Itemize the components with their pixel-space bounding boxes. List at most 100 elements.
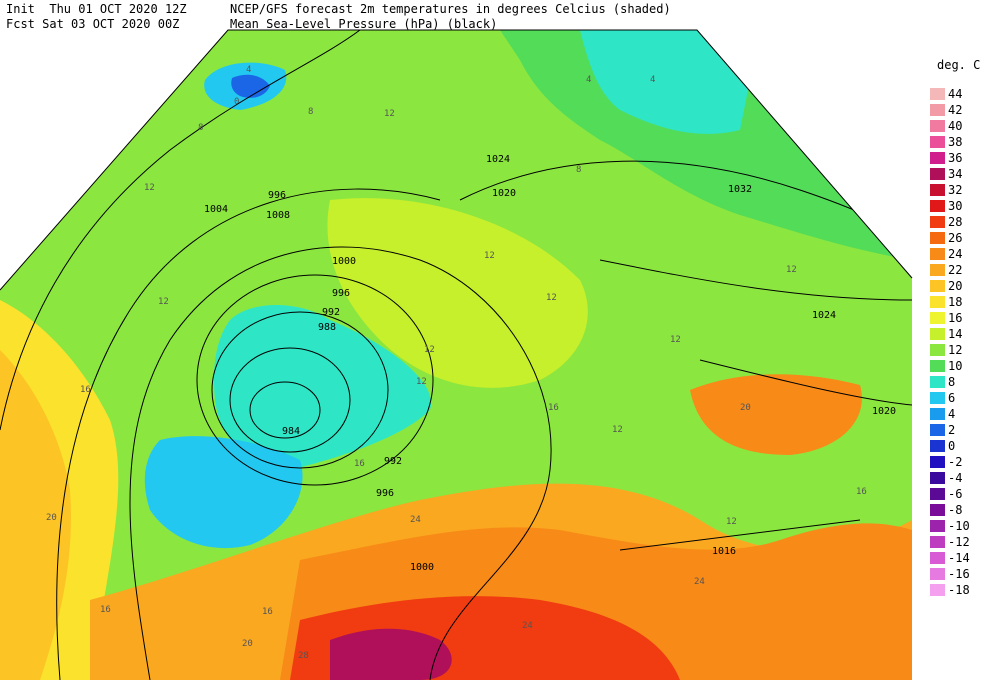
temp-label: 12 [384, 109, 395, 119]
header-description: NCEP/GFS forecast 2m temperatures in deg… [230, 2, 671, 32]
legend-label: 12 [948, 343, 963, 357]
legend-entry: 42 [930, 102, 1000, 118]
legend-entry: 16 [930, 310, 1000, 326]
legend-swatch [930, 408, 945, 420]
temp-label: 12 [416, 377, 427, 387]
legend-swatch [930, 520, 945, 532]
legend-label: -4 [948, 471, 963, 485]
legend-swatch [930, 488, 945, 500]
legend-entry: 2 [930, 422, 1000, 438]
legend-swatch [930, 472, 945, 484]
legend-label: -12 [948, 535, 970, 549]
legend-entry: 26 [930, 230, 1000, 246]
temp-label: 24 [410, 515, 421, 525]
legend-swatch [930, 152, 945, 164]
header-init-fcst: Init Thu 01 OCT 2020 12Z Fcst Sat 03 OCT … [6, 2, 187, 32]
temp-zone-turkey [690, 374, 862, 455]
legend-swatch [930, 376, 945, 388]
legend-entry: -4 [930, 470, 1000, 486]
temp-label: 12 [786, 265, 797, 275]
legend-swatch [930, 168, 945, 180]
legend-swatch [930, 344, 945, 356]
temp-label: 16 [100, 605, 111, 615]
legend-label: 30 [948, 199, 963, 213]
legend-entry: -6 [930, 486, 1000, 502]
legend-label: 4 [948, 407, 956, 421]
temp-label: 16 [548, 403, 559, 413]
temp-label: 12 [484, 251, 495, 261]
legend-entry: 44 [930, 86, 1000, 102]
legend-label: -18 [948, 583, 970, 597]
legend-swatch [930, 200, 945, 212]
temp-label: 28 [298, 651, 309, 661]
legend-swatch [930, 424, 945, 436]
legend-label: -16 [948, 567, 970, 581]
legend-swatch [930, 232, 945, 244]
legend-entry: -16 [930, 566, 1000, 582]
temp-label: 8 [308, 107, 313, 117]
temperature-labels: 4 0 4 4 8 8 8 12 12 12 12 12 12 12 12 12… [46, 65, 867, 661]
legend-entry: 10 [930, 358, 1000, 374]
legend-label: 36 [948, 151, 963, 165]
temp-label: 4 [246, 65, 251, 75]
legend-entry: -14 [930, 550, 1000, 566]
legend-label: -8 [948, 503, 963, 517]
legend-entry: -12 [930, 534, 1000, 550]
temp-zone-central-14 [327, 198, 588, 388]
legend-swatch [930, 280, 945, 292]
legend-entry: 40 [930, 118, 1000, 134]
legend-label: 40 [948, 119, 963, 133]
legend-entry: 18 [930, 294, 1000, 310]
legend-swatch [930, 536, 945, 548]
legend-label: -10 [948, 519, 970, 533]
legend-label: 6 [948, 391, 956, 405]
isobar-label: 1016 [712, 546, 736, 557]
init-time: Init Thu 01 OCT 2020 12Z [6, 2, 187, 16]
legend-label: 42 [948, 103, 963, 117]
legend-label: 14 [948, 327, 963, 341]
legend-swatch [930, 392, 945, 404]
product-title: NCEP/GFS forecast 2m temperatures in deg… [230, 2, 671, 16]
legend-label: 8 [948, 375, 956, 389]
isobar-labels: 984 988 992 996 996 996 992 1000 1000 10… [204, 154, 896, 573]
legend-label: -14 [948, 551, 970, 565]
isobar-label: 1008 [266, 210, 290, 221]
temp-label: 16 [80, 385, 91, 395]
legend-label: 18 [948, 295, 963, 309]
legend-label: -6 [948, 487, 963, 501]
legend-swatch [930, 456, 945, 468]
temp-zone-africa-34 [330, 628, 452, 680]
legend-label: 10 [948, 359, 963, 373]
temp-label: 12 [158, 297, 169, 307]
temp-label: 16 [856, 487, 867, 497]
temp-label: 12 [612, 425, 623, 435]
legend-entry: 24 [930, 246, 1000, 262]
temp-label: 24 [522, 621, 533, 631]
legend-label: 28 [948, 215, 963, 229]
legend-swatch [930, 360, 945, 372]
temp-label: 20 [740, 403, 751, 413]
isobar-label: 1000 [410, 562, 434, 573]
legend-label: 22 [948, 263, 963, 277]
legend-swatch [930, 216, 945, 228]
temp-label: 8 [198, 123, 203, 133]
legend-label: 2 [948, 423, 956, 437]
isobar-label: 1024 [812, 310, 836, 321]
temp-label: 12 [670, 335, 681, 345]
legend-label: 34 [948, 167, 963, 181]
isobar-label: 996 [268, 190, 286, 201]
legend-entry: 20 [930, 278, 1000, 294]
temp-label: 12 [144, 183, 155, 193]
legend-entry: 32 [930, 182, 1000, 198]
temp-label: 20 [242, 639, 253, 649]
legend-entry: 28 [930, 214, 1000, 230]
legend-swatch [930, 312, 945, 324]
legend-label: 20 [948, 279, 963, 293]
legend-swatch [930, 568, 945, 580]
legend-entry: -2 [930, 454, 1000, 470]
legend-entry: -8 [930, 502, 1000, 518]
legend-swatch [930, 328, 945, 340]
legend-swatch [930, 264, 945, 276]
